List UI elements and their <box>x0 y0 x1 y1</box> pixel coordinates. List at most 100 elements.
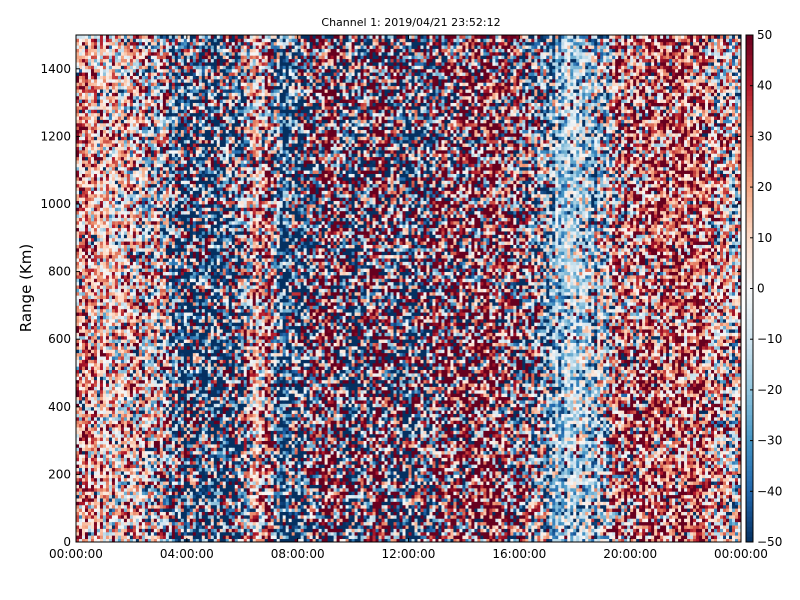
heatmap-cell <box>145 147 148 151</box>
heatmap-cell <box>79 38 82 42</box>
heatmap-cell <box>112 461 115 465</box>
heatmap-cell <box>133 349 136 353</box>
heatmap-cell <box>109 231 112 235</box>
heatmap-cell <box>136 234 139 238</box>
heatmap-cell <box>100 414 103 418</box>
heatmap-cell <box>79 55 82 59</box>
heatmap-cell <box>79 458 82 462</box>
heatmap-cell <box>130 498 133 502</box>
heatmap-cell <box>79 69 82 73</box>
heatmap-cell <box>76 180 79 184</box>
heatmap-cell <box>139 451 142 455</box>
heatmap-cell <box>124 113 127 117</box>
heatmap-cell <box>112 366 115 370</box>
heatmap-cell <box>121 312 124 316</box>
heatmap-cell <box>115 346 118 350</box>
heatmap-cell <box>76 103 79 107</box>
heatmap-cell <box>88 106 91 110</box>
heatmap-cell <box>124 522 127 526</box>
heatmap-cell <box>139 420 142 424</box>
heatmap-cell <box>112 59 115 63</box>
heatmap-cell <box>79 109 82 113</box>
heatmap-cell <box>76 420 79 424</box>
heatmap-cell <box>136 518 139 522</box>
heatmap-cell <box>88 373 91 377</box>
heatmap-cell <box>115 501 118 505</box>
heatmap-cell <box>136 498 139 502</box>
heatmap-cell <box>145 336 148 340</box>
heatmap-cell <box>82 339 85 343</box>
heatmap-cell <box>79 522 82 526</box>
heatmap-cell <box>97 126 100 130</box>
heatmap-cell <box>136 82 139 86</box>
heatmap-cell <box>145 329 148 333</box>
heatmap-cell <box>88 123 91 127</box>
heatmap-cell <box>133 103 136 107</box>
heatmap-cell <box>82 508 85 512</box>
heatmap-cell <box>100 62 103 66</box>
heatmap-cell <box>130 65 133 69</box>
heatmap-cell <box>79 204 82 208</box>
heatmap-cell <box>112 525 115 529</box>
heatmap-cell <box>130 265 133 269</box>
heatmap-cell <box>124 417 127 421</box>
heatmap-cell <box>112 65 115 69</box>
heatmap-cell <box>127 458 130 462</box>
heatmap-cell <box>76 258 79 262</box>
heatmap-cell <box>97 376 100 380</box>
heatmap-cell <box>127 42 130 46</box>
heatmap-cell <box>82 518 85 522</box>
heatmap-cell <box>88 295 91 299</box>
heatmap-cell <box>109 471 112 475</box>
heatmap-cell <box>139 150 142 154</box>
heatmap-cell <box>112 387 115 391</box>
heatmap-cell <box>82 309 85 313</box>
heatmap-cell <box>139 518 142 522</box>
heatmap-cell <box>82 113 85 117</box>
heatmap-cell <box>85 434 88 438</box>
heatmap-cell <box>94 231 97 235</box>
heatmap-cell <box>97 393 100 397</box>
heatmap-cell <box>85 49 88 53</box>
heatmap-cell <box>139 447 142 451</box>
heatmap-cell <box>106 272 109 276</box>
heatmap-cell <box>88 234 91 238</box>
heatmap-cell <box>91 174 94 178</box>
heatmap-cell <box>139 109 142 113</box>
heatmap-cell <box>100 468 103 472</box>
heatmap-cell <box>124 299 127 303</box>
heatmap-cell <box>100 106 103 110</box>
heatmap-cell <box>115 305 118 309</box>
heatmap-cell <box>76 478 79 482</box>
heatmap-cell <box>88 380 91 384</box>
heatmap-cell <box>85 157 88 161</box>
heatmap-cell <box>136 343 139 347</box>
heatmap-cell <box>91 147 94 151</box>
heatmap-cell <box>76 153 79 157</box>
heatmap-cell <box>97 72 100 76</box>
heatmap-cell <box>91 410 94 414</box>
heatmap-cell <box>97 332 100 336</box>
heatmap-cell <box>103 180 106 184</box>
heatmap-cell <box>103 89 106 93</box>
heatmap-cell <box>112 309 115 313</box>
heatmap-cell <box>130 414 133 418</box>
heatmap-cell <box>142 268 145 272</box>
heatmap-cell <box>148 437 151 441</box>
heatmap-cell <box>76 410 79 414</box>
heatmap-cell <box>112 69 115 73</box>
heatmap-cell <box>85 437 88 441</box>
heatmap-cell <box>106 407 109 411</box>
heatmap-cell <box>145 363 148 367</box>
heatmap-cell <box>145 96 148 100</box>
heatmap-cell <box>85 241 88 245</box>
heatmap-cell <box>76 305 79 309</box>
heatmap-cell <box>85 441 88 445</box>
heatmap-cell <box>76 501 79 505</box>
heatmap-cell <box>94 55 97 59</box>
heatmap-cell <box>142 508 145 512</box>
heatmap-cell <box>115 170 118 174</box>
heatmap-cell <box>124 69 127 73</box>
heatmap-cell <box>97 322 100 326</box>
heatmap-cell <box>91 346 94 350</box>
